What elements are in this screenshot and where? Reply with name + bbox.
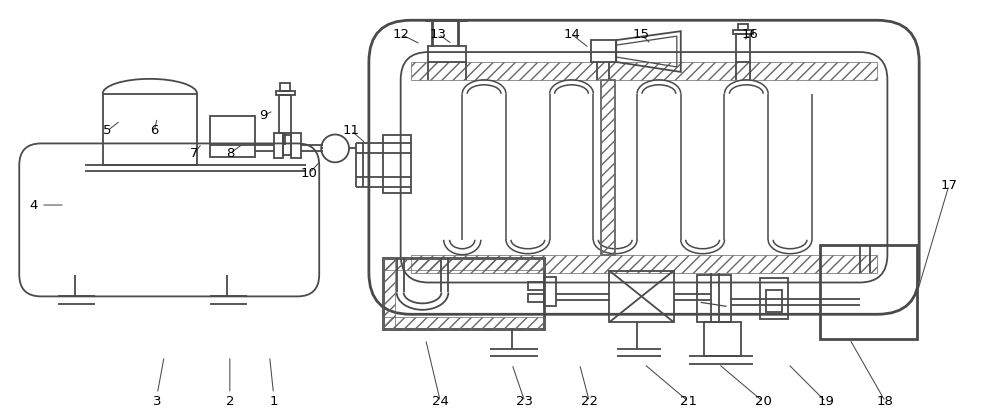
Text: 6: 6 xyxy=(150,124,159,137)
Bar xyxy=(383,258,544,329)
Bar xyxy=(591,40,616,62)
Text: 10: 10 xyxy=(301,167,318,180)
Bar xyxy=(766,290,782,312)
Bar xyxy=(274,132,283,159)
Text: 16: 16 xyxy=(742,28,759,41)
Bar xyxy=(279,95,291,132)
Text: 18: 18 xyxy=(877,395,894,408)
Text: 11: 11 xyxy=(343,124,360,137)
Bar xyxy=(697,275,731,322)
Bar xyxy=(411,62,877,80)
Text: 2: 2 xyxy=(226,395,234,408)
Text: 23: 23 xyxy=(516,395,533,408)
Bar xyxy=(760,278,788,319)
Text: 15: 15 xyxy=(633,28,650,41)
Text: 21: 21 xyxy=(680,395,697,408)
Bar xyxy=(103,94,197,165)
Bar xyxy=(383,317,544,329)
Text: 12: 12 xyxy=(392,28,409,41)
Bar xyxy=(704,322,741,356)
Bar xyxy=(736,34,750,62)
Bar xyxy=(609,271,674,322)
Bar xyxy=(428,46,466,62)
Text: 24: 24 xyxy=(432,395,449,408)
Text: 13: 13 xyxy=(430,28,447,41)
Bar xyxy=(210,116,255,157)
Bar xyxy=(528,283,544,290)
Text: 1: 1 xyxy=(269,395,278,408)
Text: 19: 19 xyxy=(817,395,834,408)
Bar xyxy=(528,294,544,303)
Bar xyxy=(601,80,615,255)
Text: 5: 5 xyxy=(103,124,112,137)
Bar xyxy=(383,135,411,193)
Bar xyxy=(383,258,544,270)
Text: 7: 7 xyxy=(190,147,198,160)
Bar xyxy=(733,30,753,34)
Text: 20: 20 xyxy=(755,395,772,408)
Bar xyxy=(291,132,301,159)
Bar xyxy=(820,245,917,339)
Text: 14: 14 xyxy=(563,28,580,41)
Bar xyxy=(411,255,877,273)
Text: 9: 9 xyxy=(259,109,268,122)
Text: 4: 4 xyxy=(29,198,37,212)
Bar xyxy=(280,83,290,91)
Text: 8: 8 xyxy=(226,147,234,160)
Bar xyxy=(738,24,748,30)
Bar xyxy=(544,276,556,306)
Bar xyxy=(383,258,395,329)
Text: 22: 22 xyxy=(581,395,598,408)
Bar xyxy=(276,91,295,95)
Bar xyxy=(283,135,291,155)
Text: 3: 3 xyxy=(153,395,162,408)
Text: 17: 17 xyxy=(940,178,957,192)
